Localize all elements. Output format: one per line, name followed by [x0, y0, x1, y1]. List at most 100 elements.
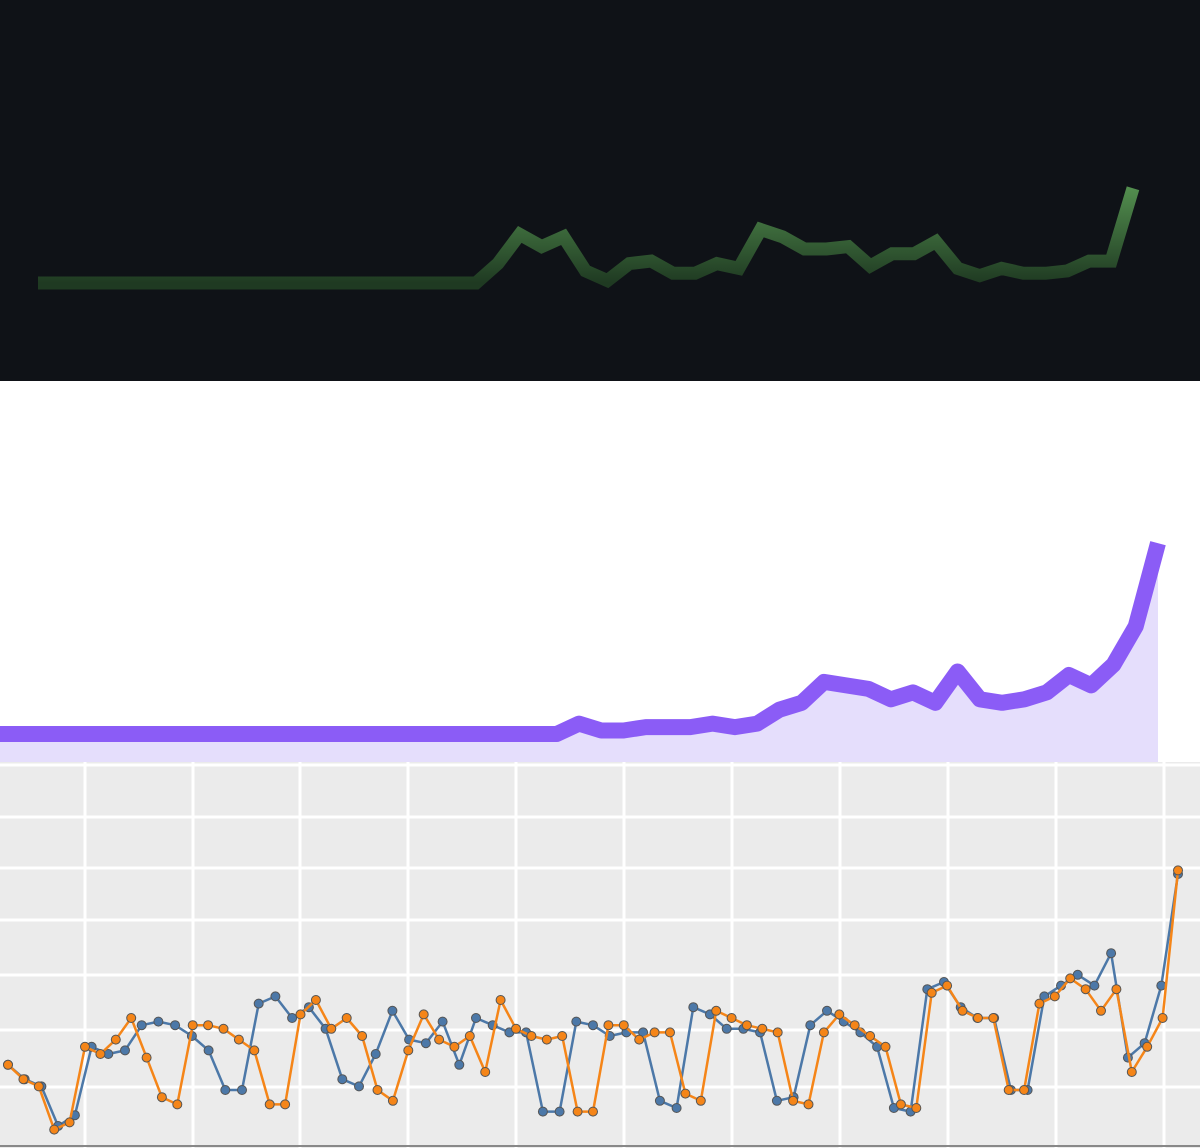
series-1-point [120, 1045, 130, 1056]
series-2-point [387, 1095, 398, 1106]
series-2-point [203, 1020, 214, 1031]
series-2-point [680, 1088, 691, 1099]
series-2-point [3, 1059, 13, 1070]
series-2-point [772, 1027, 783, 1038]
series-1-point [571, 1016, 582, 1027]
series-2-point [942, 980, 953, 991]
series-2-point [541, 1034, 552, 1045]
series-1-point [253, 998, 264, 1009]
series-1-point [554, 1106, 565, 1117]
series-2-point [988, 1013, 999, 1023]
series-2-point [557, 1031, 568, 1041]
series-2-point [588, 1106, 598, 1117]
series-2-point [649, 1027, 660, 1038]
series-1-point [387, 1005, 398, 1016]
series-2-point [865, 1031, 876, 1041]
series-1-point [270, 991, 281, 1002]
series-2-point [18, 1074, 29, 1085]
series-2-point [357, 1031, 368, 1041]
series-1-point [771, 1095, 782, 1106]
series-2-point [803, 1099, 814, 1110]
series-2-point [1080, 984, 1091, 995]
series-1-point [454, 1059, 465, 1070]
series-area-fill [0, 543, 1158, 762]
series-1-point [537, 1106, 548, 1117]
series-2-point [80, 1041, 90, 1052]
series-1-point [287, 1013, 298, 1023]
series-1-point [805, 1020, 816, 1031]
series-1-point [471, 1013, 481, 1023]
series-2-point [295, 1009, 306, 1020]
series-2-point [172, 1099, 183, 1110]
series-2-point [1173, 865, 1183, 876]
series-2-point [711, 1005, 722, 1016]
series-1-point [688, 1002, 699, 1013]
series-1-point [420, 1038, 431, 1049]
series-2-point [264, 1099, 275, 1110]
series-2-point [1049, 991, 1060, 1002]
series-2-point [1142, 1041, 1153, 1052]
series-2-point [233, 1034, 244, 1045]
series-2-point [280, 1099, 291, 1110]
chart-panel-gray-grid-markers [0, 762, 1200, 1148]
series-2-point [618, 1020, 629, 1031]
series-1-point [136, 1020, 147, 1031]
series-2-point [110, 1034, 121, 1045]
series-2-point [64, 1117, 75, 1128]
series-2-point [1003, 1085, 1014, 1095]
series-2-point [341, 1013, 352, 1023]
two-series-marker-chart [0, 762, 1200, 1148]
series-1-point [354, 1081, 364, 1092]
series-2-point [572, 1106, 583, 1117]
series-2-point [49, 1124, 60, 1135]
series-2-point [418, 1009, 429, 1020]
series-2-point [434, 1034, 445, 1045]
series-2-point [126, 1013, 137, 1023]
series-2-point [880, 1041, 891, 1052]
series-2-point [1096, 1005, 1106, 1016]
series-2-point [757, 1023, 768, 1034]
series-line-2 [7, 870, 1180, 1131]
series-2-point [526, 1031, 537, 1041]
series-1-point [153, 1016, 164, 1027]
series-1-point [1106, 948, 1117, 959]
series-2-point [895, 1099, 906, 1110]
series-2-point [495, 995, 506, 1005]
purple-area-chart [0, 541, 1166, 762]
series-2-point [511, 1023, 521, 1034]
series-2-point [695, 1095, 706, 1106]
series-2-point [1019, 1085, 1030, 1095]
series-1-point [721, 1023, 732, 1034]
series-2-point [788, 1095, 799, 1106]
series-2-point [156, 1092, 167, 1103]
series-1-point [1089, 980, 1100, 991]
series-line-green [38, 186, 1140, 290]
series-2-point [310, 995, 321, 1005]
series-2-point [1126, 1067, 1137, 1077]
series-2-point [911, 1103, 922, 1113]
series-2-point [218, 1023, 229, 1034]
series-2-point [634, 1034, 645, 1045]
series-2-point [95, 1049, 106, 1059]
series-2-point [449, 1041, 460, 1052]
series-1-point [437, 1016, 448, 1027]
series-2-point [141, 1052, 152, 1063]
series-line-purple [0, 541, 1166, 742]
series-2-point [972, 1013, 983, 1023]
series-2-point [726, 1013, 737, 1023]
series-2-point [957, 1005, 968, 1016]
chart-panel-purple-area [0, 381, 1200, 762]
series-2-point [326, 1023, 337, 1034]
series-1-point [822, 1005, 832, 1016]
series-2-point [741, 1020, 752, 1031]
series-2-point [818, 1027, 829, 1038]
series-1-point [237, 1085, 247, 1095]
series-2-point [1065, 973, 1076, 984]
series-1-point [203, 1045, 214, 1056]
series-2-point [403, 1045, 414, 1056]
series-2-point [249, 1045, 260, 1056]
series-2-point [1034, 998, 1045, 1009]
series-2-point [665, 1027, 675, 1038]
series-1-point [588, 1020, 598, 1031]
series-2-point [187, 1020, 198, 1031]
